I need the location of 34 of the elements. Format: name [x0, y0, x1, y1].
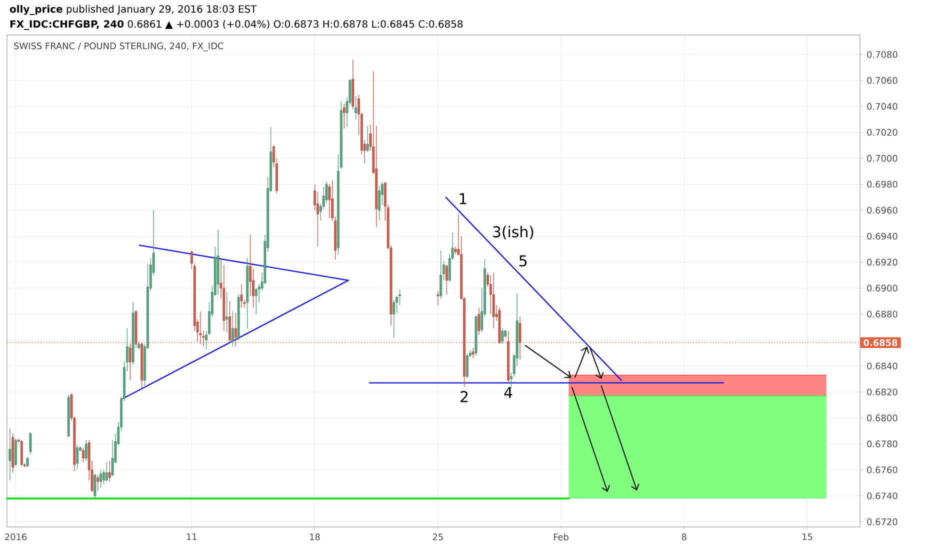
annotation: 1 [460, 193, 466, 204]
y-tick-label: 0.6800 [867, 414, 898, 422]
text: SWISS FRANC / POUND STERLING, 240, FX_IDC [14, 42, 224, 52]
x-tick-label: 11 [186, 534, 197, 540]
y-tick-label: 0.6720 [867, 518, 898, 526]
annotation: 5 [519, 255, 527, 266]
y-tick-label: 0.6780 [867, 440, 898, 448]
x-tick-label: 8 [682, 534, 686, 540]
x-tick-label: 2016 [5, 534, 27, 540]
y-tick-label: 0.6740 [867, 492, 898, 500]
x-tick-label: 15 [802, 534, 812, 540]
x-tick-label: Feb [554, 534, 568, 540]
x-tick-label: 18 [310, 534, 320, 540]
annotation: 4 [504, 387, 512, 398]
text: FX_IDC:CHFGBP, 240 0.6861 ▲ +0.0003 (+0.04%) O:0.6873 H:0.6878 L:0.6845 C:0.6858 [10, 20, 463, 30]
y-tick-label: 0.6820 [867, 388, 898, 396]
y-tick-label: 0.6880 [867, 310, 898, 318]
text: olly_price published January 29, 2016 18:03 EST [10, 5, 257, 15]
x-tick-label: 25 [432, 534, 443, 540]
y-tick-label: 0.6960 [867, 206, 898, 214]
y-tick-label: 0.7080 [867, 51, 898, 58]
annotation: 3(ish) [493, 226, 534, 240]
ref-line-label: 0.6858 [864, 339, 898, 346]
y-tick-label: 0.7060 [867, 77, 898, 84]
y-tick-label: 0.7000 [867, 154, 898, 162]
y-tick-label: 0.6920 [867, 258, 898, 266]
y-tick-label: 0.6840 [867, 362, 898, 370]
y-tick-label: 0.6760 [867, 466, 898, 474]
y-tick-label: 0.6980 [867, 180, 898, 188]
annotation: 2 [460, 390, 468, 402]
y-tick-label: 0.6940 [867, 232, 898, 240]
y-tick-label: 0.7020 [867, 128, 898, 136]
y-tick-label: 0.7040 [867, 103, 898, 110]
y-tick-label: 0.6900 [867, 284, 898, 292]
